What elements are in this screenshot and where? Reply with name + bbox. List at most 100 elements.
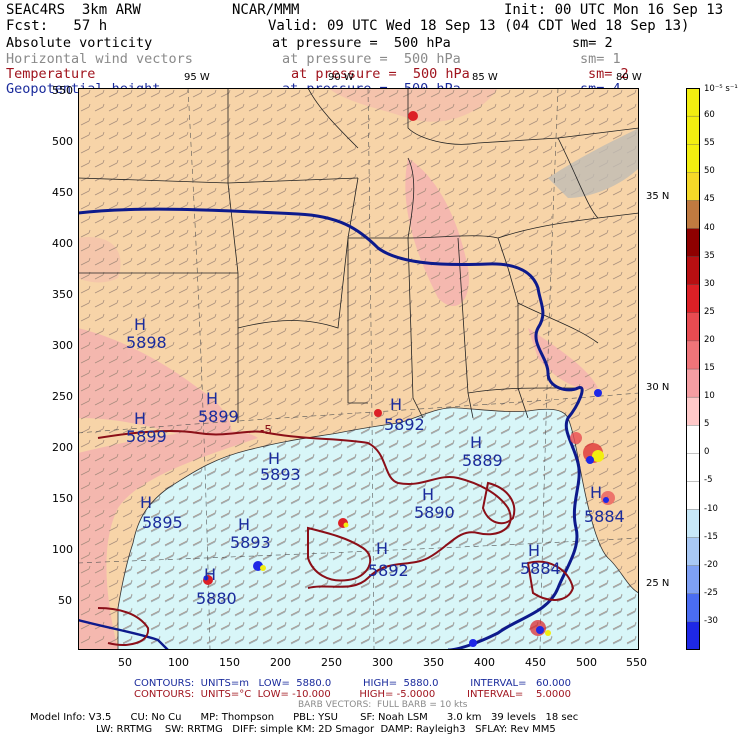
colorbar-segment — [686, 425, 700, 454]
colorbar-segment — [686, 88, 700, 117]
y-tick: 200 — [52, 441, 73, 454]
colorbar-segment — [686, 537, 700, 566]
colorbar-tick: 10 — [704, 391, 715, 402]
lat-label: 35 N — [646, 191, 670, 202]
colorbar-segment — [686, 621, 700, 650]
height-labels: H 5898 H 5899 H 5899 H 5893 H 5895 H 589… — [126, 315, 625, 608]
latlon-grid — [78, 88, 639, 650]
y-tick: 50 — [58, 594, 72, 607]
contours-height-info: CONTOURS: UNITS=m LOW= 5880.0 HIGH= 5880… — [134, 678, 572, 689]
high-marker: H — [268, 449, 280, 468]
high-value: 5895 — [142, 513, 183, 532]
lat-label: 30 N — [646, 382, 670, 393]
x-tick: 500 — [576, 656, 597, 669]
high-marker: H — [590, 483, 602, 502]
y-tick: 400 — [52, 237, 73, 250]
colorbar-tick: 25 — [704, 306, 715, 317]
colorbar-tick: 55 — [704, 138, 715, 149]
x-tick: 150 — [219, 656, 240, 669]
high-marker: H — [206, 389, 218, 408]
high-value: 5884 — [584, 507, 625, 526]
colorbar-segment — [686, 481, 700, 510]
lon-label: 80 W — [616, 72, 642, 83]
field-name: Horizontal wind vectors — [6, 51, 193, 67]
y-tick: 100 — [52, 543, 73, 556]
temp-contour-label: -5 — [260, 423, 272, 437]
model-title: SEAC4RS 3km ARW — [6, 2, 141, 18]
field-name: Temperature — [6, 66, 96, 82]
high-marker: H — [140, 493, 152, 512]
x-tick: 100 — [168, 656, 189, 669]
colorbar-unit: 10⁻⁵ s⁻¹ — [704, 84, 738, 94]
lat-label: 25 N — [646, 578, 670, 589]
high-value: 5880 — [196, 589, 237, 608]
high-marker: H — [238, 515, 250, 534]
model-info-1: Model Info: V3.5 CU: No Cu MP: Thompson … — [30, 712, 579, 723]
colorbar-segment — [686, 200, 700, 229]
colorbar-tick: 5 — [704, 419, 710, 430]
x-tick: 300 — [372, 656, 393, 669]
field-smoothing: sm= 2 — [572, 35, 613, 51]
field-pressure: at pressure = 500 hPa — [291, 66, 470, 82]
atlantic-patch — [548, 128, 639, 198]
colorbar-segment — [686, 340, 700, 370]
colorbar-tick: -30 — [704, 615, 718, 626]
convection-cells — [203, 111, 615, 647]
high-marker: H — [390, 395, 402, 414]
valid-time: Valid: 09 UTC Wed 18 Sep 13 (04 CDT Wed … — [268, 18, 690, 34]
colorbar-segment — [686, 593, 700, 623]
colorbar-tick: -20 — [704, 559, 718, 570]
colorbar-tick: 45 — [704, 194, 715, 205]
colorbar-tick: 35 — [704, 250, 715, 261]
lon-label: 90 W — [328, 72, 354, 83]
init-time: Init: 00 UTC Mon 16 Sep 13 — [504, 2, 724, 18]
field-smoothing: sm= 1 — [580, 51, 621, 67]
colorbar-tick: 15 — [704, 363, 715, 373]
colorbar-tick: -5 — [704, 475, 713, 486]
y-tick: 150 — [52, 492, 73, 505]
colorbar — [686, 88, 700, 650]
x-tick: 250 — [321, 656, 342, 669]
colorbar-segment — [686, 172, 700, 201]
high-marker: H — [204, 565, 216, 584]
x-tick: 400 — [474, 656, 495, 669]
field-name: Absolute vorticity — [6, 35, 153, 51]
colorbar-segment — [686, 396, 700, 426]
state-boundaries — [78, 88, 639, 423]
high-value: 5884 — [520, 559, 561, 578]
y-tick: 450 — [52, 186, 73, 199]
x-tick: 550 — [626, 656, 647, 669]
colorbar-tick: 40 — [704, 222, 715, 233]
high-value: 5893 — [260, 465, 301, 484]
x-tick: 350 — [423, 656, 444, 669]
colorbar-segment — [686, 368, 700, 398]
colorbar-tick: -10 — [704, 503, 718, 514]
colorbar-frame — [686, 88, 700, 650]
map-frame — [78, 88, 639, 650]
colorbar-tick: 30 — [704, 278, 715, 289]
colorbar-tick: 0 — [704, 447, 710, 458]
x-tick: 50 — [118, 656, 132, 669]
coastline — [117, 407, 639, 650]
colorbar-segment — [686, 256, 700, 285]
y-tick: 300 — [52, 339, 73, 352]
field-pressure: at pressure = 500 hPa — [272, 35, 451, 51]
colorbar-segment — [686, 228, 700, 257]
high-value: 5893 — [230, 533, 271, 552]
high-marker: H — [134, 315, 146, 334]
y-tick: 550 — [52, 84, 73, 97]
model-info-2: LW: RRTMG SW: RRTMG DIFF: simple KM: 2D … — [96, 724, 556, 735]
field-pressure: at pressure = 500 hPa — [282, 51, 461, 67]
forecast-map: H 5898 H 5899 H 5899 H 5893 H 5895 H 589… — [78, 88, 639, 650]
x-tick: 200 — [270, 656, 291, 669]
lon-label: 95 W — [184, 72, 210, 83]
high-value: 5899 — [198, 407, 239, 426]
y-tick: 250 — [52, 390, 73, 403]
temperature-contours — [97, 429, 575, 646]
forecast-hour: Fcst: 57 h — [6, 18, 108, 34]
field-smoothing: sm= 2 — [588, 66, 629, 82]
colorbar-tick: 20 — [704, 334, 715, 345]
contours-temp-info: CONTOURS: UNITS=°C LOW= -10.000 HIGH= -5… — [134, 689, 571, 700]
colorbar-tick: 50 — [704, 166, 715, 177]
colorbar-segment — [686, 453, 700, 482]
